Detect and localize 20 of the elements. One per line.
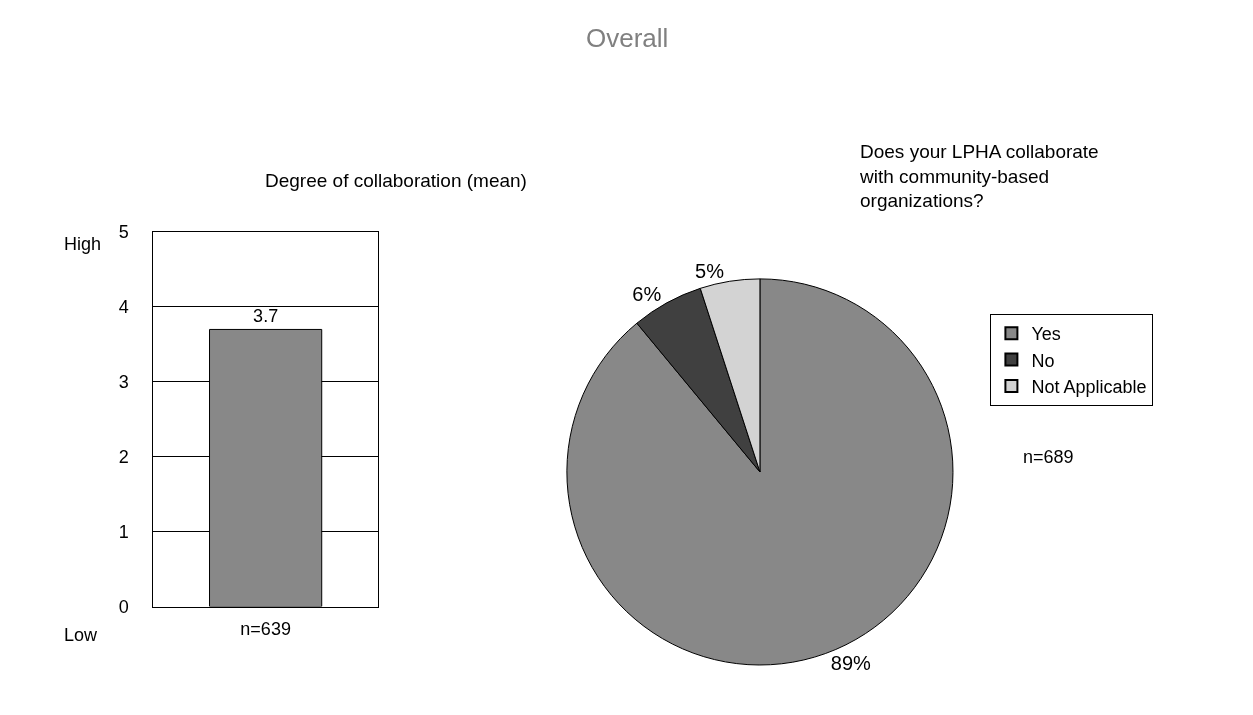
y-tick-label: 5 bbox=[118, 222, 129, 243]
y-tick-label: 3 bbox=[118, 372, 129, 393]
text: High bbox=[64, 234, 102, 254]
text: Overall bbox=[586, 23, 669, 53]
text: n=689 bbox=[1023, 447, 1074, 467]
y-tick-label: 2 bbox=[118, 447, 129, 468]
y-tick-label: 1 bbox=[118, 521, 129, 542]
y-tick-label: 0 bbox=[118, 596, 129, 617]
legend-label: No bbox=[1031, 350, 1055, 371]
data-label: 3.7 bbox=[253, 306, 279, 327]
chart-title: Does your LPHA collaborate with community-based organizations? bbox=[859, 141, 1099, 212]
chart-title: Degree of collaboration (mean) bbox=[265, 170, 527, 191]
data-label: 89% bbox=[830, 652, 872, 675]
legend-label: Yes bbox=[1031, 324, 1061, 345]
y-tick-label: 4 bbox=[118, 297, 129, 318]
text: Low bbox=[64, 625, 99, 645]
data-label: 6% bbox=[632, 283, 662, 306]
data-label: 5% bbox=[695, 259, 725, 282]
x-axis-title: n=639 bbox=[240, 618, 291, 639]
legend-label: Not Applicable bbox=[1031, 377, 1147, 398]
